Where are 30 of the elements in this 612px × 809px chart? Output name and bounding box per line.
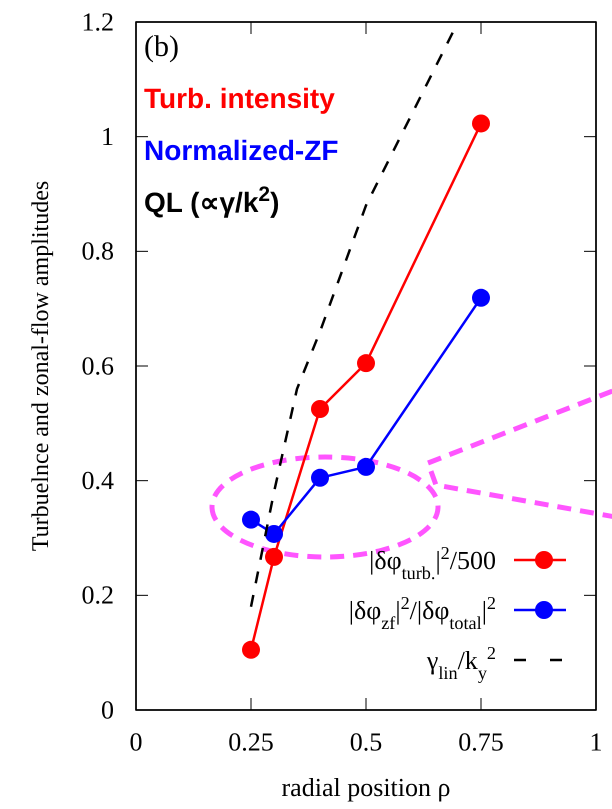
x-tick-label: 0: [130, 727, 142, 756]
legend-label: |δφ$_{turb.}$|$^{2}$/500: [369, 543, 496, 583]
annotation: Turb. intensity: [144, 83, 336, 114]
y-tick-label: 0: [101, 695, 114, 724]
point: [472, 288, 490, 307]
y-tick-label: 0.6: [82, 351, 114, 380]
point: [472, 114, 490, 132]
x-axis-title: radial position ρ: [282, 773, 450, 802]
legend-label: |δφ$_{zf}$|$^{2}$/|δφ$_{total}$|$^{2}$: [348, 593, 496, 633]
point: [242, 510, 260, 529]
point: [357, 354, 375, 372]
y-tick-label: 1: [101, 122, 114, 151]
y-axis-title: Turbuelnce and zonal-flow amplitudes: [28, 180, 54, 552]
y-tick-label: 1.2: [82, 7, 114, 36]
x-tick-label: 1: [590, 727, 602, 756]
x-tick-label: 0.5: [350, 727, 382, 756]
point: [311, 400, 329, 418]
y-tick-label: 0.2: [82, 580, 114, 610]
point: [242, 640, 260, 659]
point: [357, 458, 375, 476]
annotation: Normalized-ZF: [144, 135, 338, 166]
point: [311, 468, 329, 487]
point: [265, 548, 283, 566]
y-tick-label: 0.4: [82, 466, 114, 495]
x-tick-label: 0.25: [228, 727, 274, 756]
point: [265, 524, 283, 543]
y-tick-label: 0.8: [82, 236, 114, 266]
annotation: QL (∝γ/k$^{2}$): [144, 182, 280, 218]
x-tick-label: 0.75: [458, 727, 504, 756]
annotation: (b): [144, 30, 179, 63]
